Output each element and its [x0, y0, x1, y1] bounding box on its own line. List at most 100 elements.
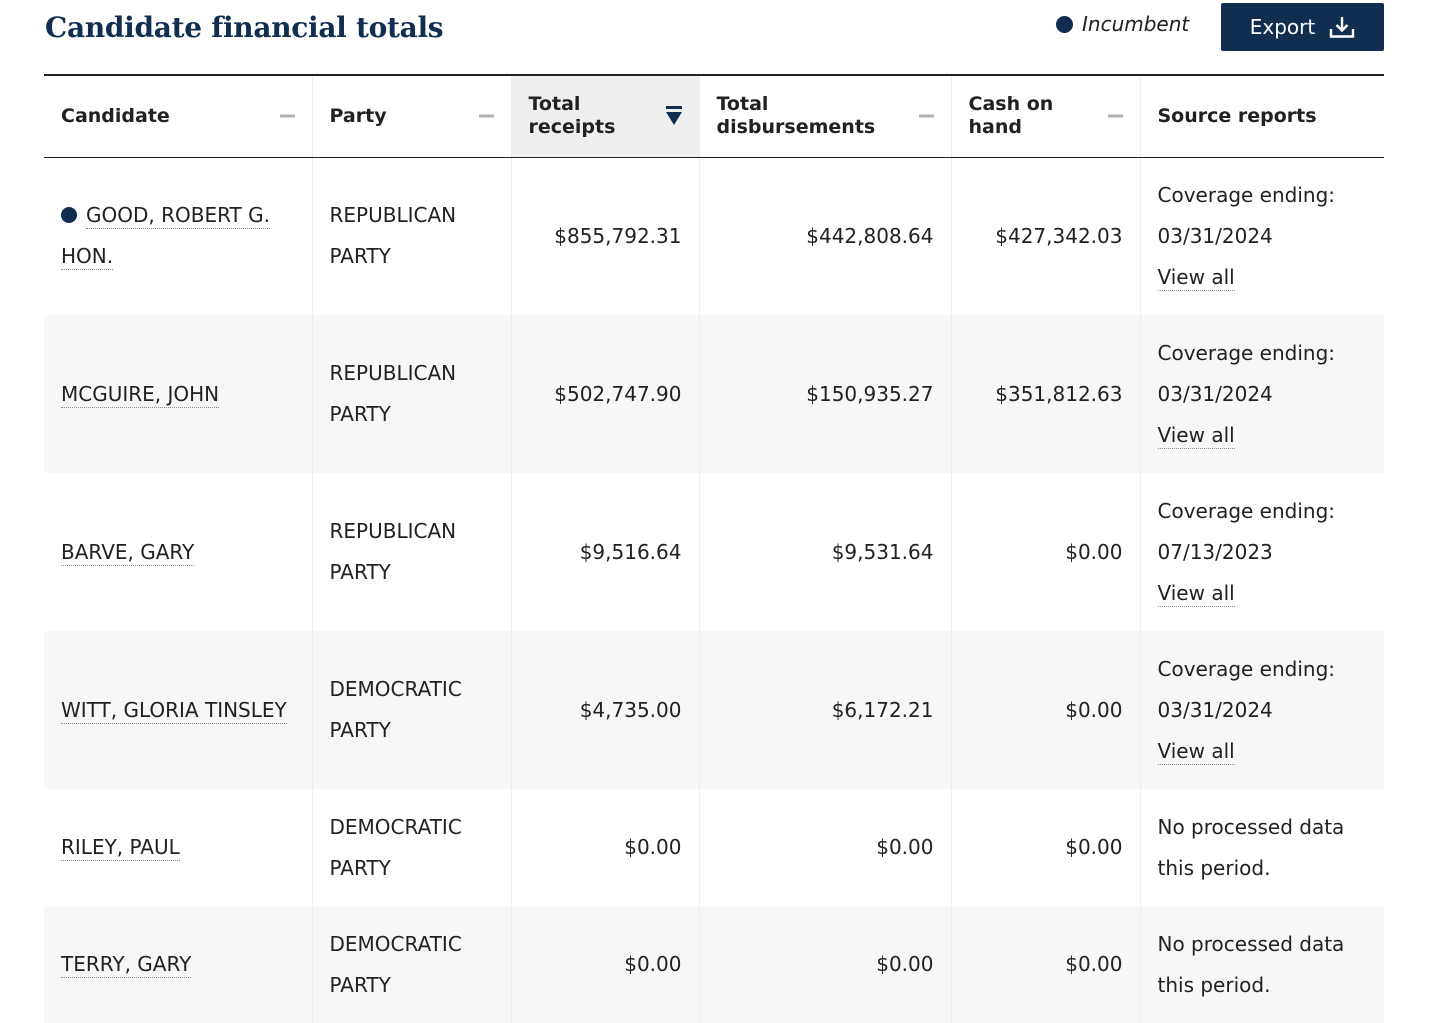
table-row: BARVE, GARY REPUBLICAN PARTY $9,516.64 $…: [44, 473, 1384, 631]
table-row: RILEY, PAUL DEMOCRATIC PARTY $0.00 $0.00…: [44, 789, 1384, 906]
coverage-label: Coverage ending:: [1157, 340, 1336, 365]
column-header-cash-on-hand[interactable]: Cash on hand: [950, 75, 1140, 158]
candidate-link[interactable]: GOOD, ROBERT G.: [86, 203, 270, 230]
source-reports-cell: Coverage ending: 07/13/2023 View all: [1139, 473, 1384, 631]
sort-neutral-icon: [1107, 114, 1123, 118]
column-header-source-reports: Source reports: [1139, 75, 1384, 158]
column-header-total-disbursements[interactable]: Total disbursements: [698, 75, 951, 158]
party-label: REPUBLICAN: [329, 519, 457, 543]
total-disbursements-cell: $6,172.21: [698, 631, 951, 789]
view-all-link[interactable]: View all: [1157, 738, 1235, 765]
total-disbursements-cell: $150,935.27: [698, 315, 951, 473]
total-disbursements-cell: $442,808.64: [698, 157, 951, 315]
total-receipts-cell: $9,516.64: [510, 473, 699, 631]
candidate-link[interactable]: MCGUIRE, JOHN: [61, 381, 220, 408]
source-reports-cell: No processed data this period.: [1139, 789, 1384, 906]
page-title: Candidate financial totals: [45, 11, 444, 44]
total-receipts-cell: $855,792.31: [510, 157, 699, 315]
party-label: PARTY: [329, 560, 391, 584]
source-reports-cell: No processed data this period.: [1139, 906, 1384, 1023]
party-cell: DEMOCRATIC PARTY: [311, 906, 511, 1023]
coverage-date: 03/31/2024: [1157, 381, 1273, 406]
view-all-link[interactable]: View all: [1157, 422, 1235, 449]
coverage-label: Coverage ending:: [1157, 656, 1336, 681]
candidate-cell: GOOD, ROBERT G. HON.: [44, 157, 312, 315]
coverage-label: Coverage ending:: [1157, 182, 1336, 207]
total-receipts-cell: $502,747.90: [510, 315, 699, 473]
candidate-link[interactable]: WITT, GLORIA TINSLEY: [61, 697, 287, 724]
total-disbursements-cell: $0.00: [698, 906, 951, 1023]
sort-neutral-icon: [918, 114, 934, 118]
table-header-row: Candidate Party Total receipts Total: [44, 75, 1384, 158]
total-receipts-cell: $0.00: [510, 789, 699, 906]
candidate-link[interactable]: RILEY, PAUL: [61, 835, 180, 861]
download-icon: [1330, 17, 1355, 38]
party-label: PARTY: [329, 244, 391, 269]
party-label: DEMOCRATIC: [329, 814, 462, 839]
candidate-cell: RILEY, PAUL: [44, 789, 312, 906]
table-row: TERRY, GARY DEMOCRATIC PARTY $0.00 $0.00…: [44, 906, 1384, 1023]
table-row: WITT, GLORIA TINSLEY DEMOCRATIC PARTY $4…: [44, 631, 1384, 789]
column-header-label: Candidate: [61, 104, 170, 127]
total-receipts-cell: $0.00: [510, 906, 699, 1023]
candidate-cell: TERRY, GARY: [44, 906, 312, 1023]
candidate-cell: MCGUIRE, JOHN: [44, 315, 312, 473]
cash-on-hand-cell: $427,342.03: [950, 157, 1140, 315]
no-data-message: this period.: [1157, 855, 1271, 880]
candidate-cell: WITT, GLORIA TINSLEY: [44, 631, 312, 789]
table-row: MCGUIRE, JOHN REPUBLICAN PARTY $502,747.…: [44, 315, 1384, 473]
column-header-label: receipts: [528, 116, 616, 139]
incumbent-legend: Incumbent: [1056, 10, 1189, 38]
candidate-link[interactable]: TERRY, GARY: [61, 952, 192, 978]
party-label: PARTY: [329, 718, 391, 742]
sort-neutral-icon: [478, 114, 494, 118]
cash-on-hand-cell: $0.00: [950, 631, 1140, 789]
no-data-message: No processed data: [1157, 814, 1345, 839]
party-cell: DEMOCRATIC PARTY: [311, 631, 511, 789]
party-label: PARTY: [329, 972, 391, 997]
column-header-label: hand: [968, 116, 1022, 139]
candidate-link[interactable]: HON.: [61, 244, 114, 271]
incumbent-legend-label: Incumbent: [1082, 12, 1190, 36]
party-label: PARTY: [329, 855, 391, 880]
total-disbursements-cell: $9,531.64: [698, 473, 951, 631]
candidate-link[interactable]: BARVE, GARY: [61, 539, 195, 566]
column-header-candidate[interactable]: Candidate: [44, 75, 312, 158]
table-row: GOOD, ROBERT G. HON. REPUBLICAN PARTY $8…: [44, 157, 1384, 315]
party-cell: REPUBLICAN PARTY: [311, 315, 511, 473]
party-label: REPUBLICAN: [329, 203, 457, 228]
party-cell: REPUBLICAN PARTY: [311, 473, 511, 631]
party-cell: DEMOCRATIC PARTY: [311, 789, 511, 906]
party-label: PARTY: [329, 402, 391, 426]
party-label: DEMOCRATIC: [329, 931, 462, 956]
column-header-label: disbursements: [716, 116, 876, 139]
column-header-label: Total: [716, 93, 769, 116]
coverage-date: 03/31/2024: [1157, 697, 1273, 722]
cash-on-hand-cell: $351,812.63: [950, 315, 1140, 473]
no-data-message: this period.: [1157, 972, 1271, 997]
incumbent-dot-icon: [61, 207, 77, 224]
source-reports-cell: Coverage ending: 03/31/2024 View all: [1139, 157, 1384, 315]
export-button-label: Export: [1249, 15, 1316, 39]
column-header-label: Total: [528, 93, 581, 116]
coverage-date: 03/31/2024: [1157, 223, 1273, 248]
party-label: REPUBLICAN: [329, 361, 457, 385]
view-all-link[interactable]: View all: [1157, 264, 1235, 291]
coverage-date: 07/13/2023: [1157, 539, 1273, 564]
party-cell: REPUBLICAN PARTY: [311, 157, 511, 315]
source-reports-cell: Coverage ending: 03/31/2024 View all: [1139, 315, 1384, 473]
column-header-party[interactable]: Party: [311, 75, 511, 158]
candidate-cell: BARVE, GARY: [44, 473, 312, 631]
sort-neutral-icon: [279, 114, 295, 118]
column-header-total-receipts[interactable]: Total receipts: [510, 75, 699, 158]
candidate-totals-table: Candidate Party Total receipts Total: [44, 74, 1384, 1023]
export-button[interactable]: Export: [1221, 3, 1384, 51]
column-header-label: Cash on: [968, 93, 1054, 116]
party-label: DEMOCRATIC: [329, 677, 462, 701]
view-all-link[interactable]: View all: [1157, 580, 1235, 607]
no-data-message: No processed data: [1157, 931, 1345, 956]
coverage-label: Coverage ending:: [1157, 498, 1336, 523]
cash-on-hand-cell: $0.00: [950, 789, 1140, 906]
total-disbursements-cell: $0.00: [698, 789, 951, 906]
